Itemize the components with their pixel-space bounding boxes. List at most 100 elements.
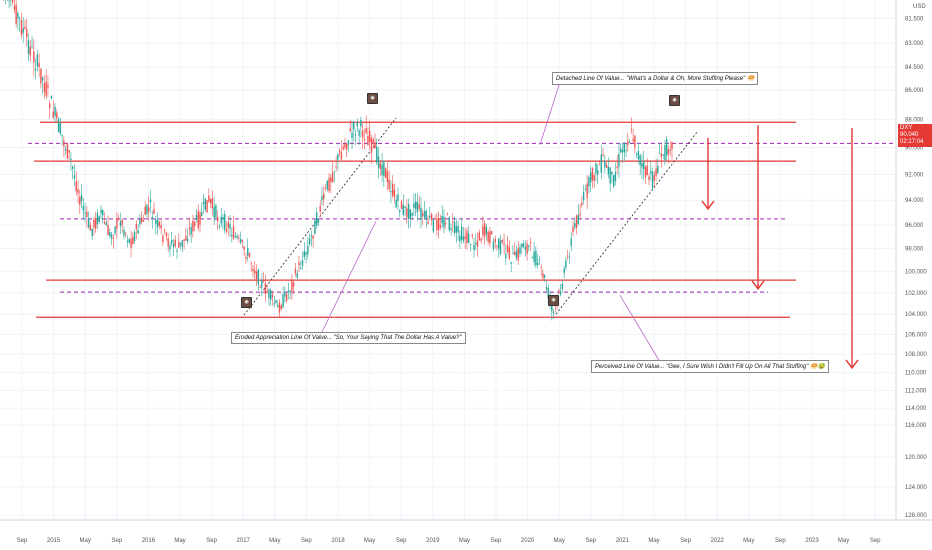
candle-body	[98, 216, 100, 222]
candle-body	[169, 245, 171, 250]
candle-body	[301, 260, 304, 266]
candle-body	[342, 146, 344, 150]
candle-body	[34, 68, 37, 71]
candle-body	[589, 172, 592, 183]
candle-body	[570, 238, 572, 247]
candle-body	[215, 205, 217, 217]
annotation-pointer	[619, 295, 661, 363]
candle-body	[512, 253, 514, 254]
candle-body	[611, 171, 613, 175]
projection-arrow-head	[845, 359, 859, 370]
price-tick-label: 120.000	[905, 455, 927, 461]
candle-body	[174, 239, 176, 247]
price-tick-label: 114.000	[905, 406, 927, 412]
candle-body	[128, 238, 130, 243]
candle-body	[291, 280, 293, 291]
candle-body	[289, 290, 291, 293]
price-tick-label: 100.000	[905, 269, 927, 275]
candle-body	[469, 243, 472, 245]
time-tick-label: May	[459, 538, 470, 544]
candle-body	[552, 311, 555, 314]
candle-body	[26, 28, 28, 38]
candle-body	[365, 128, 367, 134]
candle-body	[628, 142, 631, 144]
candle-body	[609, 167, 611, 184]
chart-grid	[0, 0, 896, 520]
candle-body	[508, 247, 511, 259]
annotation-perceived[interactable]: Perceived Line Of Value... "Gee, I Sure …	[591, 360, 829, 373]
annotation-detached[interactable]: Detached Line Of Value... "What's a Doll…	[552, 72, 759, 85]
candle-body	[171, 239, 173, 244]
candle-body	[308, 238, 311, 245]
candle-body	[64, 149, 67, 151]
candle-body	[604, 160, 606, 168]
candle-body	[499, 240, 502, 254]
candle-body	[501, 240, 503, 243]
time-axis[interactable]: Sep 2015 May Sep 2016 May Sep 2017 May Sep 2018 May…	[17, 538, 882, 544]
candle-body	[47, 84, 49, 88]
price-tick-label: 81.500	[905, 16, 924, 22]
turkey-icon: ◉	[669, 95, 680, 106]
candle-body	[349, 128, 351, 132]
candle-body	[437, 217, 440, 231]
price-tick-label: 98.000	[905, 247, 924, 253]
candle-body	[367, 135, 369, 145]
candle-body	[492, 241, 495, 250]
candle-body	[63, 140, 65, 147]
candle-body	[533, 251, 535, 263]
time-tick-label: 2015	[47, 538, 61, 544]
candle-body	[369, 130, 371, 142]
candle-body	[257, 269, 260, 285]
candle-body	[402, 204, 404, 215]
candle-body	[188, 227, 191, 229]
candle-body	[490, 231, 493, 235]
price-axis[interactable]: 81.500 83.000 84.500 86.000 88.000 90.000 92.0…	[905, 16, 927, 519]
candle-body	[669, 150, 671, 152]
candle-body	[559, 291, 562, 295]
candle-body	[425, 210, 427, 219]
annotation-eroded[interactable]: Eroded Appreciation Line Of Value... "So…	[231, 332, 466, 344]
candle-body	[312, 235, 314, 239]
candle-body	[453, 221, 456, 233]
candle-body	[17, 13, 19, 19]
turkey-icon: ◉	[367, 93, 378, 104]
candle-body	[648, 176, 650, 180]
candle-body	[404, 206, 406, 208]
candle-body	[598, 164, 601, 166]
price-tick-label: 88.000	[905, 117, 924, 123]
candle-body	[526, 243, 528, 254]
candle-body	[620, 148, 622, 153]
candle-body	[551, 304, 553, 312]
time-tick-label: May	[80, 538, 91, 544]
candle-body	[119, 221, 122, 227]
candle-body	[114, 226, 116, 234]
candle-body	[547, 288, 549, 299]
candle-body	[358, 130, 360, 136]
candle-body	[522, 242, 525, 248]
candle-body	[650, 171, 652, 174]
candle-body	[344, 144, 346, 148]
candle-body	[510, 261, 512, 264]
candle-body	[478, 232, 481, 240]
candle-body	[503, 243, 505, 245]
candle-body	[614, 172, 617, 181]
candle-body	[211, 198, 214, 208]
candle-body	[434, 218, 436, 220]
candle-body	[102, 210, 104, 216]
candle-body	[464, 236, 466, 240]
time-tick-label: Sep	[301, 538, 312, 544]
projection-arrow-head	[701, 200, 715, 211]
candle-body	[333, 171, 336, 173]
candle-body	[197, 211, 199, 228]
candle-body	[273, 303, 275, 305]
time-tick-label: Sep	[17, 538, 28, 544]
price-tag-countdown: 02:17:04	[900, 139, 924, 145]
candle-body	[57, 119, 60, 133]
candle-body	[49, 103, 51, 108]
candle-body	[229, 224, 231, 229]
candle-body	[393, 189, 396, 198]
candle-body	[330, 177, 332, 182]
candle-body	[151, 217, 153, 219]
candle-body	[307, 245, 309, 255]
